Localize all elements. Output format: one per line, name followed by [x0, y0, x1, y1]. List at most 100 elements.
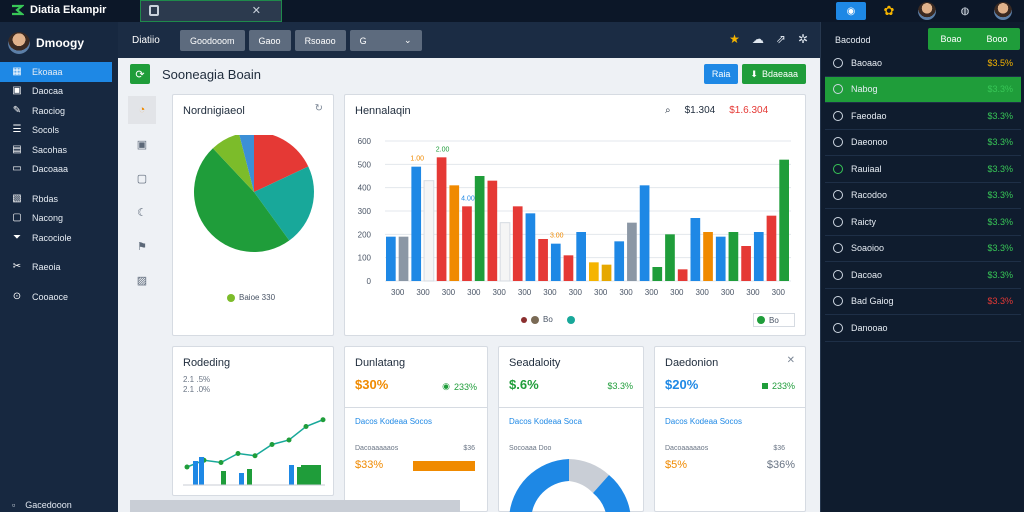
- trend-point: [184, 464, 190, 470]
- panel-list-item[interactable]: Baoaao $3.5%: [825, 50, 1021, 77]
- item-value: $3.3%: [987, 190, 1013, 201]
- star-icon[interactable]: ★: [729, 32, 740, 46]
- data-label: 1.00: [410, 156, 424, 163]
- sidebar-item-label: Socols: [32, 125, 60, 136]
- panel-list-item[interactable]: Rauiaal $3.3%: [825, 156, 1021, 183]
- tab-1[interactable]: Gaoo: [248, 30, 291, 51]
- panel-list-item[interactable]: Nabog $3.3%: [825, 76, 1021, 103]
- panel-list-item[interactable]: Raicty $3.3%: [825, 209, 1021, 236]
- search-icon[interactable]: ⌕: [665, 105, 671, 116]
- rail-image-button[interactable]: ▨: [128, 266, 156, 294]
- add-button[interactable]: ⟳: [130, 64, 150, 84]
- profile[interactable]: Dmoogy: [8, 32, 84, 54]
- bar-card: Hennalaqin ⌕ $1.304 $1.6.304 0 100 200 300 4…: [344, 94, 806, 336]
- settings-button[interactable]: ✿: [874, 2, 904, 20]
- item-value: $3.3%: [987, 84, 1013, 95]
- item-name: Daeonoo: [851, 137, 888, 148]
- panel-button[interactable]: Boao Booo: [928, 28, 1020, 50]
- y-tick-label: 200: [358, 230, 372, 239]
- sidebar-item-5[interactable]: ▭ Dacoaaa: [0, 160, 118, 180]
- secondary-button[interactable]: ⬇ Bdaeaaa: [742, 64, 806, 84]
- bar: [690, 218, 701, 281]
- panel-list-item[interactable]: Racodoo $3.3%: [825, 183, 1021, 209]
- item-value: $3.3%: [987, 243, 1013, 254]
- sidebar-item-4[interactable]: ▤ Sacohas: [0, 140, 118, 160]
- rail-doc-button[interactable]: ▢: [128, 164, 156, 192]
- app-title: Diatia Ekampir: [30, 4, 107, 16]
- bar: [601, 264, 612, 281]
- profile-button[interactable]: [988, 2, 1018, 20]
- sidebar-item-6[interactable]: ▧ Rbdas: [0, 189, 118, 209]
- panel-list-item[interactable]: Dacoao $3.3%: [825, 262, 1021, 289]
- panel-button-label: Boao: [940, 34, 962, 44]
- trend-point: [252, 453, 258, 459]
- kpi-delta-value: 233%: [453, 381, 477, 392]
- sidebar-item-10[interactable]: ⊙ Cooaoce: [0, 287, 118, 307]
- sidebar-item-8[interactable]: ⏷ Racociole: [0, 228, 118, 248]
- status-icon: [833, 322, 843, 333]
- sidebar-item-7[interactable]: ▢ Nacong: [0, 209, 118, 229]
- sidebar-item-label: Rbdas: [32, 193, 59, 204]
- sidebar-item-0[interactable]: ▦ Ekoaaa: [0, 62, 112, 82]
- image-icon: ▨: [136, 274, 148, 287]
- panel-list-item[interactable]: Daeonoo $3.3%: [825, 130, 1021, 156]
- bottom-scrollbar[interactable]: [130, 500, 460, 512]
- primary-button[interactable]: Raia: [703, 64, 739, 84]
- rail-calendar-button[interactable]: ▣: [128, 130, 156, 158]
- tab-0[interactable]: Goodooom: [180, 30, 245, 51]
- refresh-icon: ⟳: [135, 68, 145, 81]
- gear-icon[interactable]: ✲: [797, 32, 808, 46]
- kpi-row-label: Dacoaaaaaos: [355, 445, 399, 452]
- user-button[interactable]: [912, 2, 942, 20]
- avatar: [994, 2, 1012, 20]
- sidebar-item-3[interactable]: ☰ Socols: [0, 121, 118, 141]
- kpi-row-value: $36: [463, 445, 475, 452]
- close-icon[interactable]: ✕: [786, 355, 795, 366]
- cloud-icon[interactable]: ☁: [751, 32, 764, 46]
- rail-bookmark-button[interactable]: ⚑: [128, 232, 156, 260]
- donut-segment: [509, 459, 569, 512]
- profile-name: Dmoogy: [36, 36, 84, 50]
- right-panel: Bacodod Boao Booo Baoaao $3.5% Nabog $3.3% F…: [820, 22, 1024, 512]
- sidebar-item-2[interactable]: ✎ Raociog: [0, 101, 118, 121]
- rail-edit-button[interactable]: ☾: [128, 198, 156, 226]
- kpi-delta: $3.3%: [607, 381, 633, 391]
- nav-gap: [0, 179, 118, 189]
- pie-slice: [193, 148, 290, 253]
- bar: [398, 236, 409, 281]
- item-name: Baoaao: [851, 57, 883, 68]
- folder-icon: ▣: [12, 85, 22, 97]
- window-tab[interactable]: ✕: [140, 0, 282, 22]
- notification-button[interactable]: ◉: [836, 2, 866, 20]
- trend-bar: [297, 467, 302, 485]
- calendar-icon: ▣: [136, 138, 148, 151]
- refresh-icon[interactable]: ↻: [314, 103, 323, 114]
- share-icon[interactable]: ⇗: [775, 32, 786, 46]
- globe-button[interactable]: ◍: [950, 2, 980, 20]
- sidebar-item-9[interactable]: ✂ Raeoia: [0, 258, 118, 278]
- toolbar-select[interactable]: G ⌄: [349, 30, 422, 51]
- close-tab-icon[interactable]: ✕: [251, 5, 261, 17]
- bar: [677, 269, 688, 281]
- legend-toggle[interactable]: Bo: [753, 313, 795, 327]
- panel-list-item[interactable]: Danooao: [825, 315, 1021, 342]
- kpi-delta: ◉ 233%: [442, 381, 477, 392]
- rail-pie-button[interactable]: ◔: [128, 96, 156, 124]
- sidebar-item-label: Daocaa: [32, 86, 64, 97]
- panel-list-item[interactable]: Faeodao $3.3%: [825, 103, 1021, 130]
- trend-point: [269, 442, 275, 447]
- card-title: Nordnigiaeol: [183, 105, 245, 117]
- sidebar-item-label: Raociog: [32, 105, 66, 116]
- sidebar-footer[interactable]: ▫ Gacedooon: [12, 500, 72, 510]
- settings-icon: ⊙: [12, 290, 22, 302]
- kpi-title: Rodeding: [183, 357, 231, 369]
- chevron-down-icon: ⌄: [404, 35, 412, 45]
- sidebar-item-1[interactable]: ▣ Daocaa: [0, 82, 118, 102]
- panel-list-item[interactable]: Bad Gaiog $3.3%: [825, 289, 1021, 315]
- gear-icon: ✿: [883, 3, 895, 18]
- tab-2[interactable]: Rsoaoo: [294, 30, 346, 51]
- panel-list-item[interactable]: Soaoioo $3.3%: [825, 236, 1021, 262]
- bar: [449, 185, 460, 281]
- trend-up-icon: ◉: [442, 381, 450, 391]
- legend-label: Bo: [769, 315, 779, 325]
